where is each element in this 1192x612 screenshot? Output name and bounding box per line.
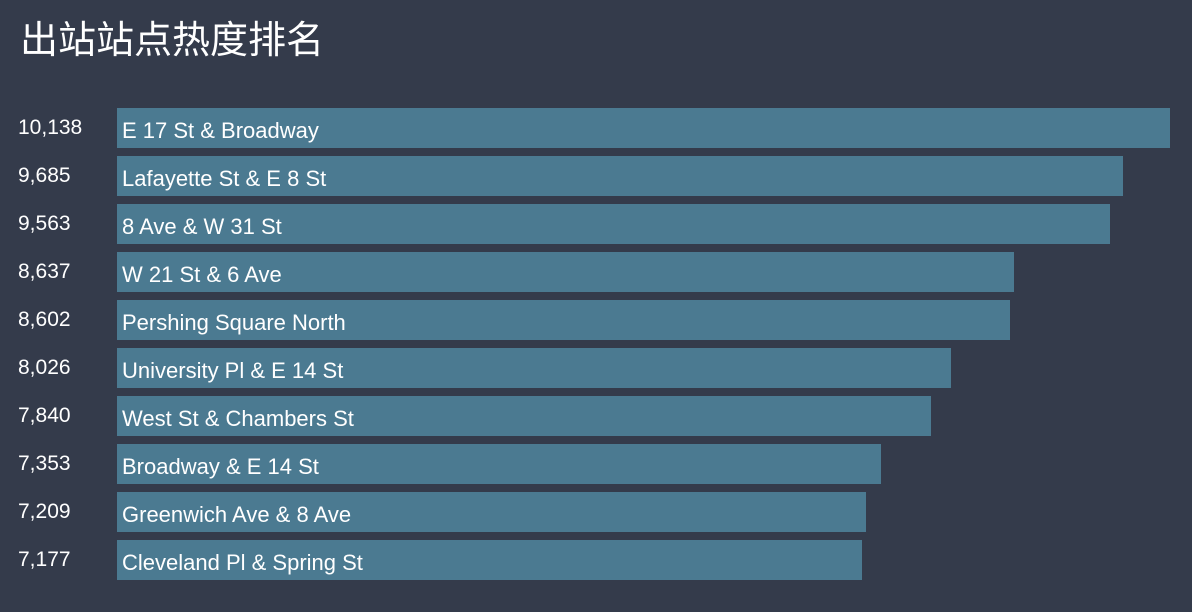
bar-category-label: Broadway & E 14 St	[122, 454, 319, 479]
bar	[117, 252, 1014, 292]
bar	[117, 204, 1110, 244]
bar-category-label: Cleveland Pl & Spring St	[122, 550, 363, 575]
bar-value-label: 7,353	[18, 452, 71, 475]
bar-category-label: Lafayette St & E 8 St	[122, 166, 327, 191]
bar-value-label: 8,026	[18, 356, 71, 379]
bar-value-label: 9,685	[18, 164, 71, 187]
bar-category-label: Greenwich Ave & 8 Ave	[122, 502, 352, 527]
bar-row: 7,177 Cleveland Pl & Spring St	[0, 540, 1192, 580]
bar-row: 8,637 W 21 St & 6 Ave	[0, 252, 1192, 292]
bar-row: 7,840 West St & Chambers St	[0, 396, 1192, 436]
bar-row: 10,138 E 17 St & Broadway	[0, 108, 1192, 148]
bar	[117, 348, 951, 388]
bar	[117, 492, 866, 532]
bar-value-label: 8,602	[18, 308, 71, 331]
bar-row: 9,685 Lafayette St & E 8 St	[0, 156, 1192, 196]
bar-value-label: 7,209	[18, 500, 71, 523]
bar-row: 7,353 Broadway & E 14 St	[0, 444, 1192, 484]
bar-category-label: West St & Chambers St	[122, 406, 354, 431]
bar	[117, 396, 931, 436]
bar	[117, 300, 1010, 340]
bar-category-label: E 17 St & Broadway	[122, 118, 319, 143]
bar	[117, 156, 1123, 196]
bar-chart: 10,138 E 17 St & Broadway 9,685 Lafayette S…	[0, 108, 1192, 588]
bar-value-label: 10,138	[18, 116, 83, 139]
bar-category-label: W 21 St & 6 Ave	[122, 262, 282, 287]
bar	[117, 108, 1170, 148]
bar-row: 8,026 University Pl & E 14 St	[0, 348, 1192, 388]
bar-row: 7,209 Greenwich Ave & 8 Ave	[0, 492, 1192, 532]
bar	[117, 444, 881, 484]
bar	[117, 540, 862, 580]
bar-row: 9,563 8 Ave & W 31 St	[0, 204, 1192, 244]
bar-value-label: 7,177	[18, 548, 71, 571]
bar-value-label: 9,563	[18, 212, 71, 235]
bar-category-label: University Pl & E 14 St	[122, 358, 344, 383]
bar-row: 8,602 Pershing Square North	[0, 300, 1192, 340]
bar-value-label: 7,840	[18, 404, 71, 427]
bar-category-label: Pershing Square North	[122, 310, 346, 335]
bar-category-label: 8 Ave & W 31 St	[122, 214, 282, 239]
bar-value-label: 8,637	[18, 260, 71, 283]
chart-title: 出站站点热度排名	[20, 18, 325, 62]
